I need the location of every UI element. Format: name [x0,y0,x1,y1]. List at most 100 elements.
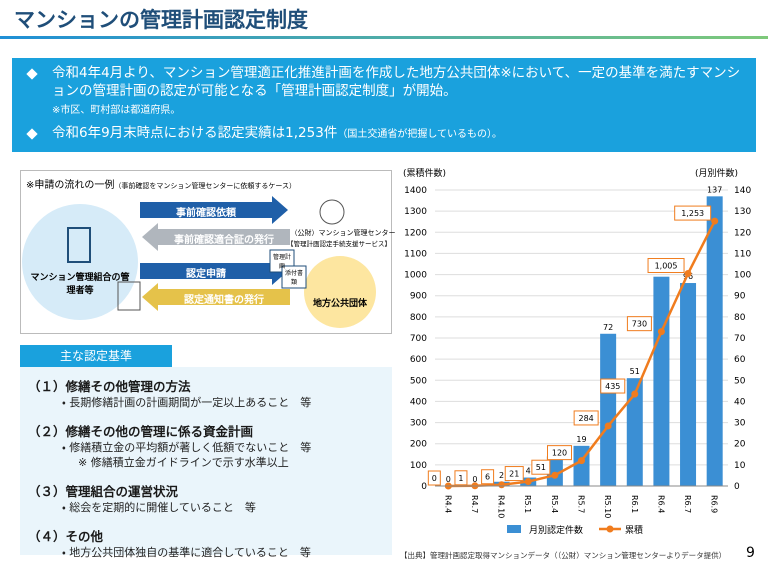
criteria-box [20,367,392,555]
bar-value-label: 19 [576,435,586,444]
y-tick-label: 600 [410,355,427,365]
value-label-box [600,378,626,394]
certificate-icon [117,281,141,311]
legend-swatch [606,525,614,533]
value-label-box [454,470,468,486]
line-point [657,328,665,336]
y-tick-label: 800 [410,313,427,323]
bar-value-label: 0 [446,475,451,484]
building-icon [67,227,91,263]
x-tick-label: R6.1 [630,495,639,513]
title-rule [0,36,768,39]
authority-circle [304,256,376,328]
criteria-detail: ・ 長期修繕計画の計画期間が一定以上あること 等 [62,396,312,409]
y-tick-label: 1100 [404,249,427,259]
flow-arrow [140,257,288,285]
arrow-label: 認定申請 [186,269,226,280]
line-point [578,457,585,465]
criteria-title: （４）その他 [28,529,104,544]
flow-arrow [142,223,290,251]
line-value-label: 435 [605,382,620,391]
summary-small: （国土交通省が把握しているもの）。 [337,129,503,140]
value-label-box [573,410,599,426]
y2-tick-label: 70 [734,334,746,344]
bar [546,456,563,486]
bar-value-label: 2 [499,471,504,480]
line-point [524,478,532,486]
criteria-title: （３）管理組合の運営状況 [28,484,179,499]
x-tick-label: R5.7 [577,495,586,513]
line-point [604,422,612,430]
y2-tick-label: 60 [734,355,746,365]
y2-tick-label: 110 [734,249,751,259]
y2-tick-label: 30 [734,419,746,429]
y2-tick-label: 20 [734,440,746,450]
criteria-heading: 主な認定基準 [20,345,172,367]
x-tick-label: R5.1 [523,495,532,513]
arrow-label: 認定通知書の発行 [184,295,264,306]
value-label-box [427,470,441,486]
flow-title-text: ※申請の流れの一例 [26,180,115,191]
slide-title: マンションの管理計画認定制度 [14,8,308,32]
bar-value-label: 0 [472,475,477,484]
x-tick-label: R5.10 [603,495,612,518]
arrow-label: 事前確認適合証の発行 [174,235,274,246]
y-tick-label: 1200 [404,228,427,238]
y-tick-label: 0 [421,482,427,492]
document-label: 添付書類 [284,270,303,286]
y2-tick-label: 100 [734,271,751,281]
line-value-label: 1,253 [681,209,704,218]
criteria-detail: ・ 総会を定期的に開催していること 等 [62,501,256,514]
summary-bullet: 令和4年4月より、マンション管理適正化推進計画を作成した地方公共団体※において、… [52,65,741,99]
line-value-label: 284 [578,414,593,423]
bar [600,333,617,486]
value-label-box [674,205,712,221]
y2-tick-label: 40 [734,397,746,407]
criteria-title: （１）修繕その他管理の方法 [28,379,191,394]
y2-tick-label: 120 [734,228,751,238]
y2-axis-title: (月別件数) [695,167,738,179]
bar [626,378,643,486]
bar [706,196,723,486]
x-tick-label: R6.7 [683,495,692,513]
line-point [498,481,506,489]
line-value-label: 730 [632,320,647,329]
line-point [631,390,639,398]
bar-value-label: 72 [603,323,613,332]
x-tick-label: R6.9 [710,495,719,513]
line-point [551,471,559,479]
y2-tick-label: 50 [734,376,746,386]
summary-text: 令和6年9月末時点における認定実績は1,253件 [52,125,338,141]
line-value-label: 51 [536,463,546,472]
value-label-box [504,466,524,482]
bar-value-label: 51 [630,367,640,376]
y2-tick-label: 130 [734,207,751,217]
y-tick-label: 100 [410,461,427,471]
value-label-box [531,459,551,475]
chart: (累積件数) (月別件数)0100200300400500600700800900… [403,167,751,536]
summary-note: ※市区、町村部は都道府県。 [52,105,181,116]
flow-subtitle: （事前確認をマンション管理センターに依頼するケース） [114,182,297,190]
line-value-label: 21 [509,470,519,479]
page-number: 9 [746,545,755,561]
flow-box [20,170,392,334]
legend-label: 累積 [625,524,643,536]
line-value-label: 0 [432,474,437,483]
line-value-label: 6 [485,473,490,482]
flow-diagram [22,196,376,328]
y-tick-label: 1000 [404,271,427,281]
value-label-box [626,316,652,332]
flow-arrow [140,196,288,224]
y-tick-label: 400 [410,397,427,407]
line-value-label: 1 [458,474,463,483]
y2-tick-label: 140 [734,186,751,196]
y-axis-title: (累積件数) [403,167,446,179]
criteria-detail: ・ 修繕積立金の平均額が著しく低額でないこと 等 [62,441,312,454]
y-tick-label: 200 [410,440,427,450]
bar [680,283,697,486]
y2-tick-label: 0 [734,482,740,492]
y-tick-label: 700 [410,334,427,344]
line-value-label: 1,005 [655,262,678,271]
flow-title: ※申請の流れの一例（事前確認をマンション管理センターに依頼するケース） [26,176,296,191]
